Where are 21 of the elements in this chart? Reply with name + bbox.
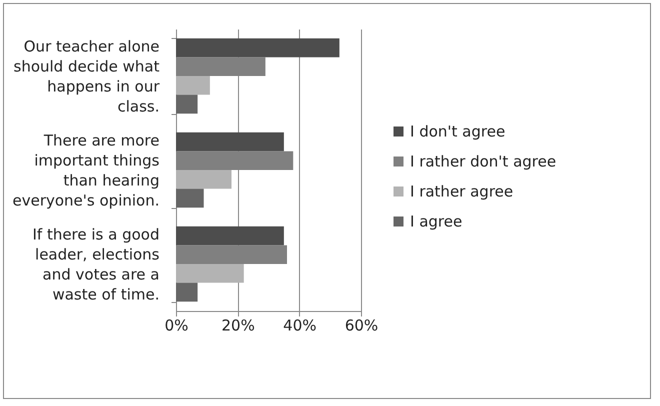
y-tick-label: If there is a good leader, elections and votes are a waste of time. bbox=[32, 226, 160, 304]
y-tick-label: There are more important things than hearing everyone's opinion. bbox=[12, 132, 160, 210]
bar bbox=[176, 245, 287, 264]
bar bbox=[176, 76, 210, 95]
x-tick-label: 40% bbox=[283, 316, 317, 334]
legend-label: I rather agree bbox=[410, 182, 514, 200]
x-tick-label: 60% bbox=[344, 316, 378, 334]
x-tick-label: 20% bbox=[221, 316, 255, 334]
bar bbox=[176, 226, 284, 246]
bar bbox=[176, 170, 232, 189]
legend-label: I agree bbox=[410, 212, 462, 230]
bar bbox=[176, 264, 244, 283]
bar bbox=[176, 38, 340, 58]
bar bbox=[176, 282, 198, 302]
legend-label: I don't agree bbox=[410, 122, 506, 140]
bar bbox=[176, 94, 198, 114]
y-tick-label: Our teacher alone should decide what happens in our class. bbox=[14, 38, 160, 116]
x-tick-label: 0% bbox=[164, 316, 188, 334]
bar bbox=[176, 132, 284, 152]
legend-label: I rather don't agree bbox=[410, 152, 556, 170]
bar bbox=[176, 188, 204, 208]
